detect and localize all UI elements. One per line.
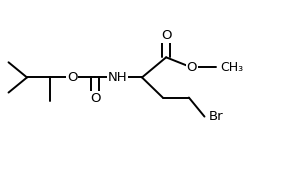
Text: O: O [67, 71, 78, 84]
Text: CH₃: CH₃ [220, 61, 243, 74]
Text: NH: NH [108, 71, 128, 84]
Text: O: O [161, 29, 171, 43]
Text: O: O [187, 61, 197, 74]
Text: O: O [90, 92, 100, 105]
Text: Br: Br [209, 110, 223, 123]
